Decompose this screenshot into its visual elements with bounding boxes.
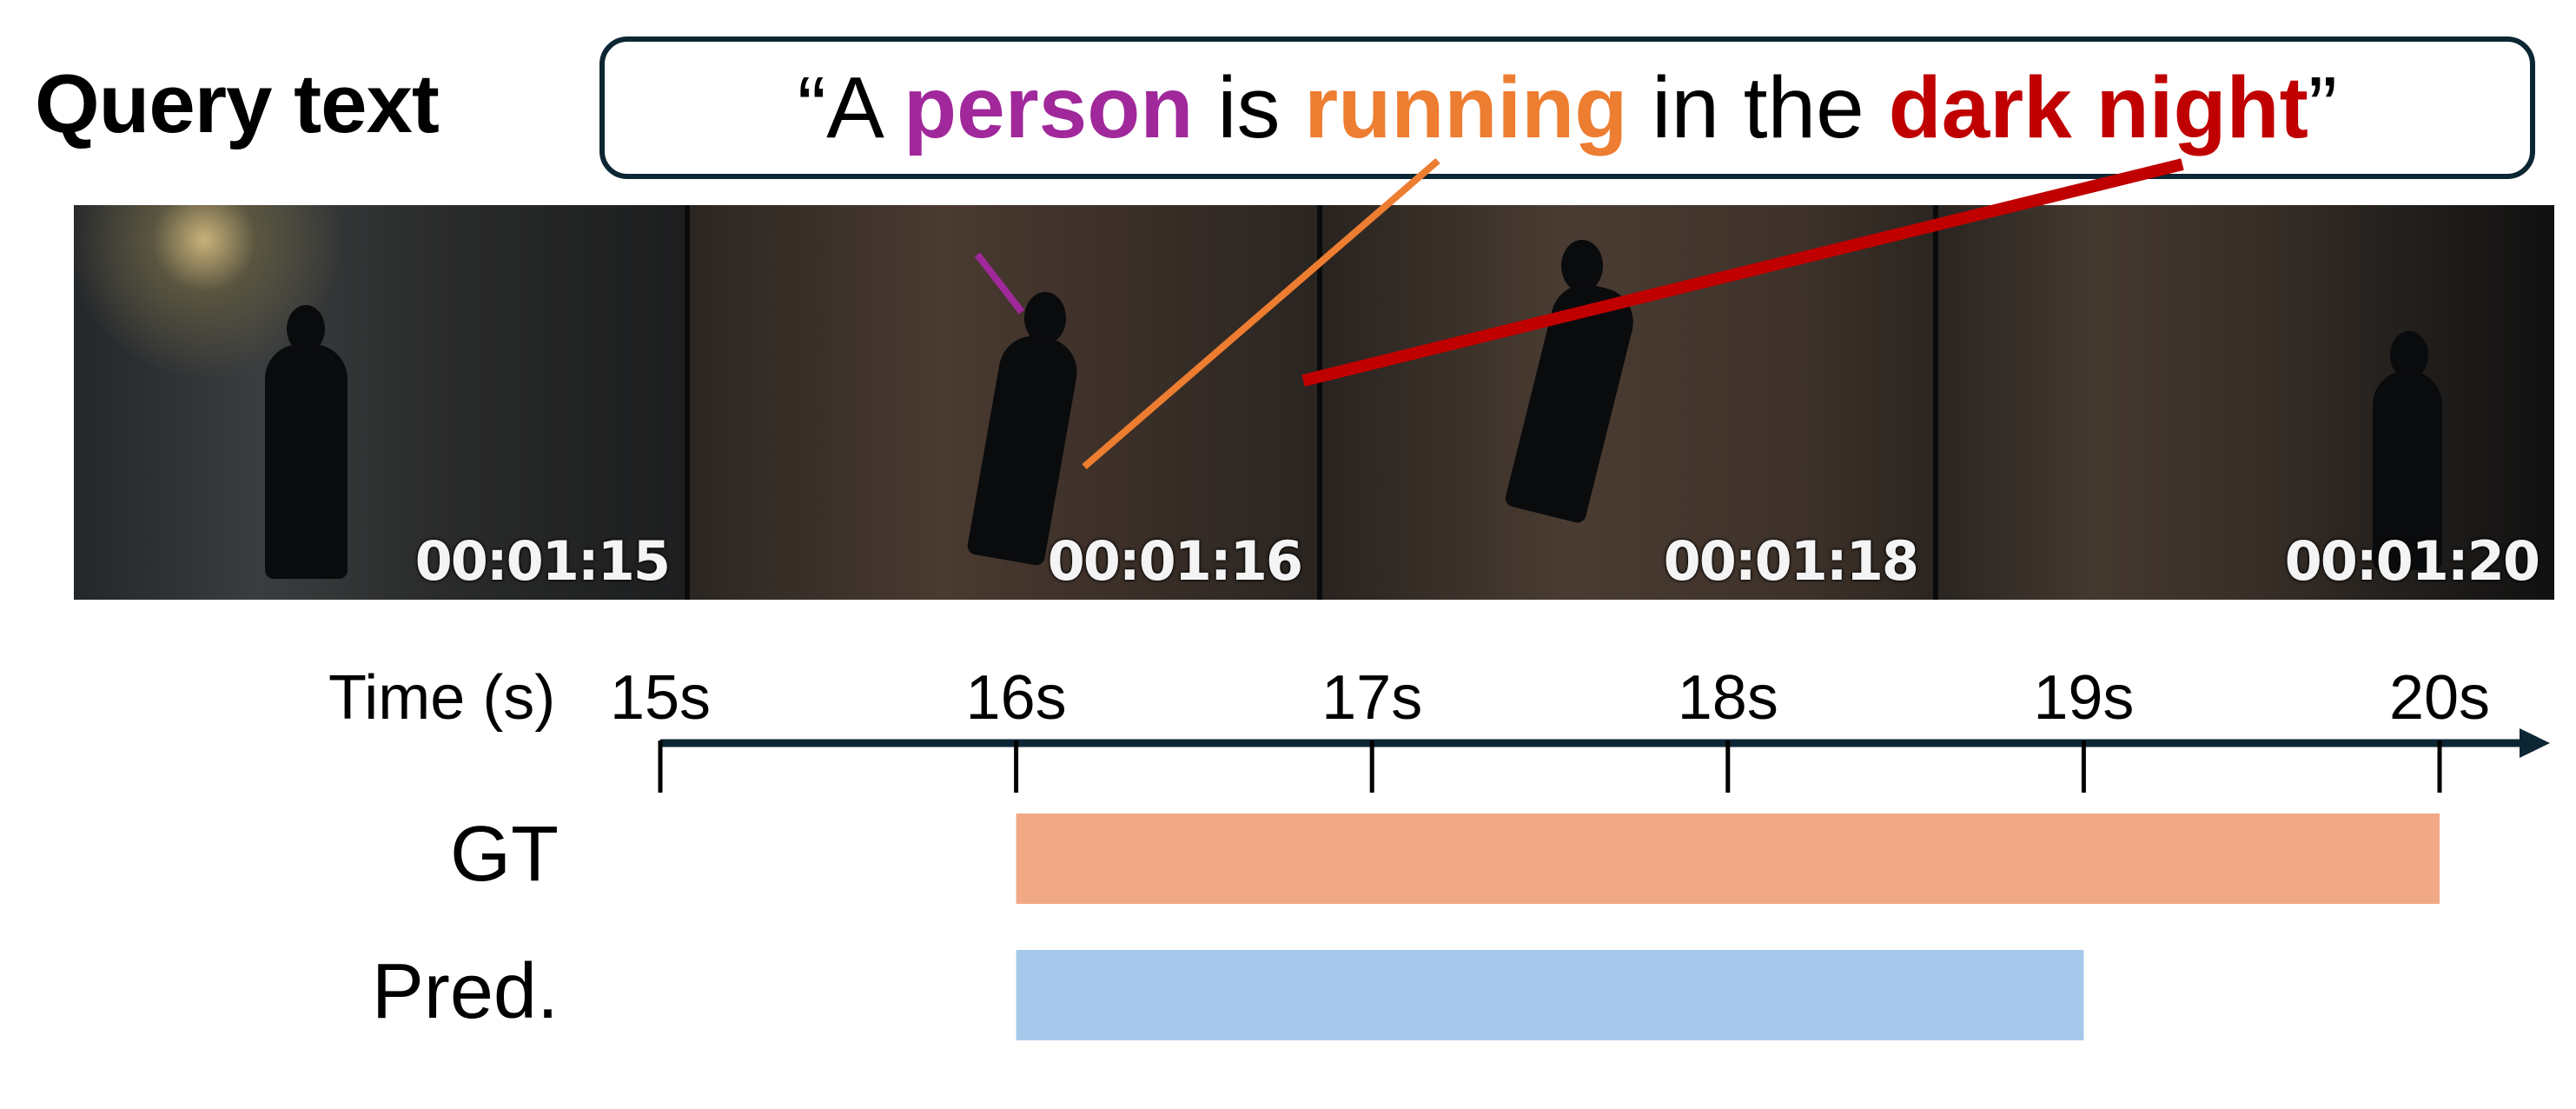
frame-timestamp: 00:01:16 [1047, 529, 1303, 593]
keyword-dark-night: dark night [1888, 58, 2308, 156]
video-frame-4: 00:01:20 [1938, 205, 2554, 600]
video-frame-strip: 00:01:15 00:01:16 00:01:18 00:01:20 [74, 205, 2554, 600]
query-close: ” [2308, 58, 2338, 156]
keyword-running: running [1304, 58, 1628, 156]
pred-row-label: Pred. [371, 948, 559, 1035]
tick-label: 15s [609, 663, 712, 733]
query-is: is [1193, 58, 1305, 156]
pred-bar [1016, 950, 2084, 1040]
gt-row-label: GT [450, 811, 559, 898]
axis-title: Time (s) [328, 663, 556, 733]
video-frame-3: 00:01:18 [1322, 205, 1938, 600]
query-open: “A [797, 58, 904, 156]
interval-bars [1016, 813, 2440, 1040]
query-text-box: “A person is running in the dark night” [599, 37, 2535, 179]
tick-label: 17s [1321, 663, 1423, 733]
tick-label: 20s [2388, 663, 2491, 733]
video-frame-1: 00:01:15 [74, 205, 690, 600]
frame-timestamp: 00:01:15 [414, 529, 671, 593]
keyword-person: person [904, 58, 1194, 156]
query-text-label: Query text [35, 57, 440, 150]
tick-label: 16s [965, 663, 1067, 733]
tick-label: 18s [1677, 663, 1778, 733]
video-frame-2: 00:01:16 [690, 205, 1322, 600]
gt-bar [1016, 813, 2440, 904]
time-axis [658, 728, 2550, 793]
tick-label: 19s [2033, 663, 2135, 733]
frame-timestamp: 00:01:18 [1663, 529, 1919, 593]
axis-arrowhead [2520, 728, 2550, 758]
frame-timestamp: 00:01:20 [2284, 529, 2540, 593]
query-in-the: in the [1627, 58, 1889, 156]
